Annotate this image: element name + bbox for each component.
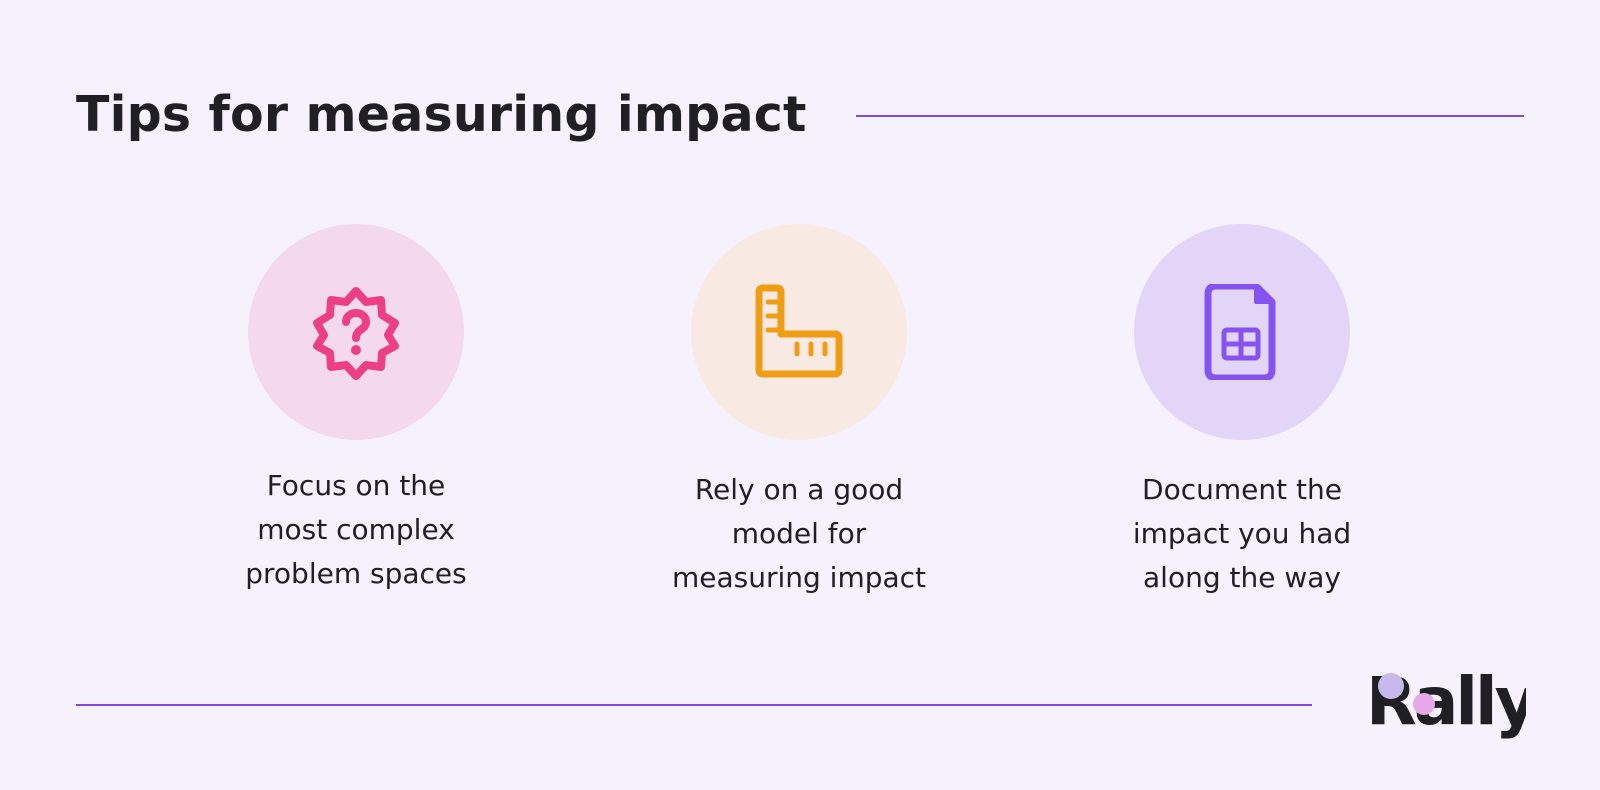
logo-dot-pink [1413,693,1435,715]
tip-icon-circle [1134,224,1350,440]
logo-dot-lilac [1378,673,1404,699]
tip-card-document-impact: Document the impact you had along the wa… [1072,224,1412,600]
rally-logo: Rally [1366,664,1526,740]
page-title: Tips for measuring impact [76,86,807,143]
tip-text: Document the impact you had along the wa… [1132,473,1352,594]
ruler-icon [755,284,843,378]
question-badge-icon [313,287,399,380]
tip-card-complex-problems: Focus on the most complex problem spaces [186,224,526,596]
spreadsheet-file-icon [1204,284,1276,380]
tip-icon-circle [248,224,464,440]
tip-text: Rely on a good model for measuring impac… [671,473,927,594]
tip-card-good-model: Rely on a good model for measuring impac… [629,224,969,600]
title-divider [856,115,1524,117]
tip-text: Focus on the most complex problem spaces [245,469,467,590]
footer-divider [76,704,1312,706]
tip-icon-circle [691,224,907,440]
